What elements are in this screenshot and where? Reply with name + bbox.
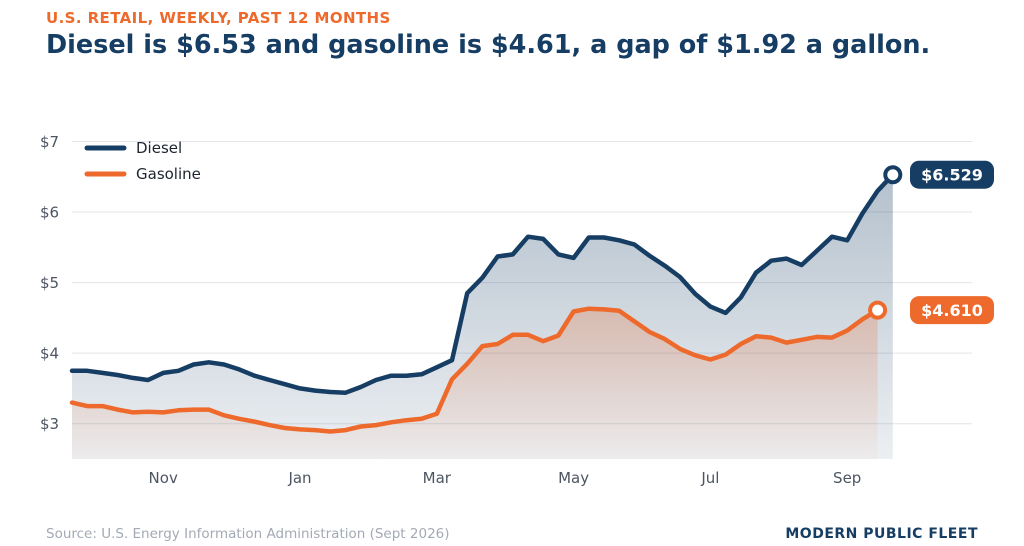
y-axis-ticks: $3 $4 $5 $6 $7 <box>40 133 59 433</box>
fuel-price-chart: $3 $4 $5 $6 $7 Nov Jan Mar May Jul Sep $6.529 $4.6… <box>40 133 994 487</box>
area-gasoline <box>72 308 878 459</box>
line-gasoline <box>69 306 880 434</box>
y-tick-label: $5 <box>40 274 59 292</box>
legend-label-diesel: Diesel <box>136 139 182 157</box>
x-tick-label: Jan <box>287 469 311 487</box>
chart-kicker: U.S. RETAIL, WEEKLY, PAST 12 MONTHS <box>46 9 391 27</box>
y-tick-label: $6 <box>40 204 59 222</box>
y-tick-label: $4 <box>40 345 59 363</box>
y-tick-label: $3 <box>40 415 59 433</box>
series-lines <box>69 172 896 434</box>
end-badge-gasoline <box>910 296 994 325</box>
x-tick-label: Mar <box>423 469 452 487</box>
end-label-diesel: $6.529 <box>921 166 983 185</box>
end-marker-diesel <box>883 165 903 185</box>
series-areas <box>72 174 893 459</box>
legend-label-gasoline: Gasoline <box>136 165 201 183</box>
x-axis-ticks: Nov Jan Mar May Jul Sep <box>149 469 862 487</box>
end-marker-gasoline <box>868 300 888 320</box>
chart-headline: Diesel is $6.53 and gasoline is $4.61, a… <box>46 30 931 60</box>
legend: Diesel Gasoline <box>84 139 201 183</box>
x-tick-label: Nov <box>149 469 178 487</box>
end-badge-diesel <box>910 160 994 189</box>
source-note: Source: U.S. Energy Information Administ… <box>46 526 450 542</box>
end-label-gasoline: $4.610 <box>921 301 983 320</box>
y-tick-label: $7 <box>40 133 59 151</box>
line-diesel <box>69 172 896 395</box>
brand-label: MODERN PUBLIC FLEET <box>785 526 978 542</box>
x-tick-label: Jul <box>700 469 719 487</box>
x-tick-label: May <box>558 469 589 487</box>
end-value-labels: $6.529 $4.610 <box>868 160 994 325</box>
x-tick-label: Sep <box>833 469 861 487</box>
